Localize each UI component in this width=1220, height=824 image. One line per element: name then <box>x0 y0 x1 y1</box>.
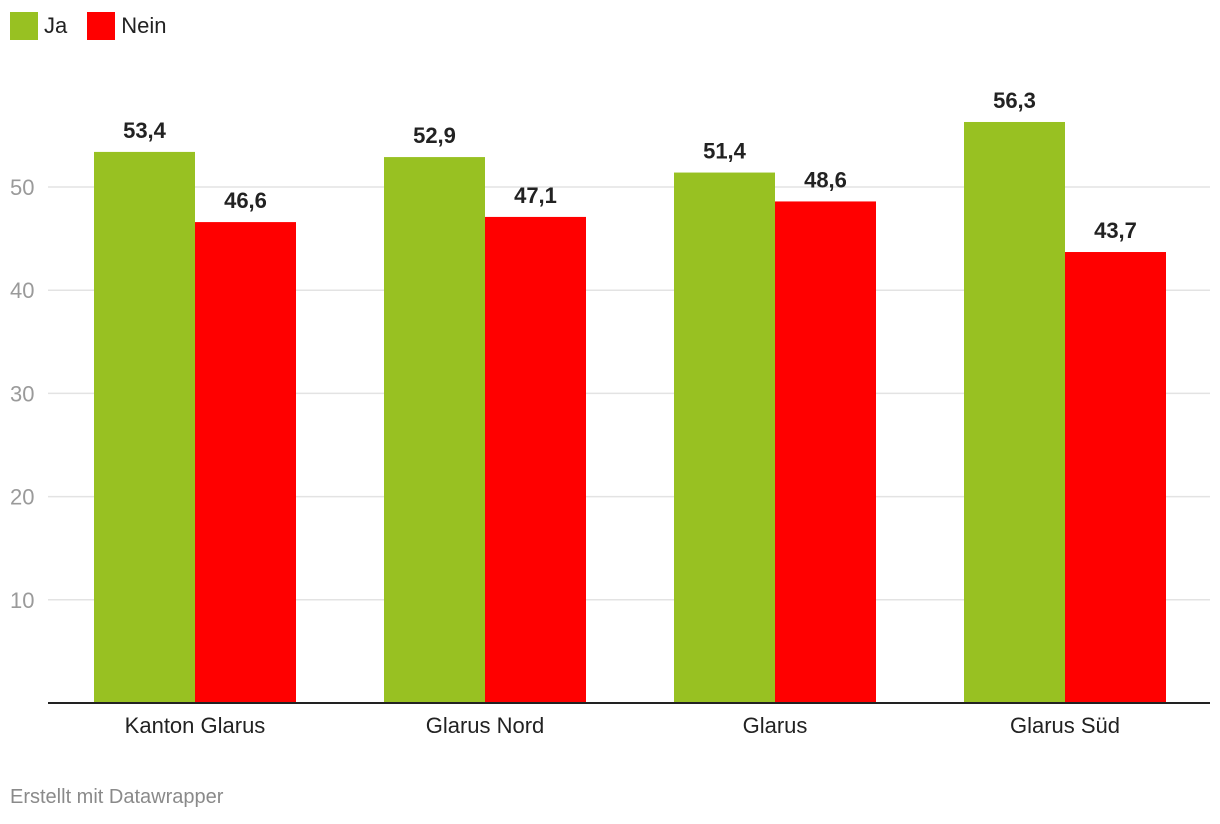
legend: Ja Nein <box>10 12 187 40</box>
legend-swatch-nein <box>87 12 116 40</box>
y-tick-label-20: 20 <box>10 485 34 510</box>
y-tick-label-40: 40 <box>10 278 34 303</box>
data-label-nein-3: 43,7 <box>1094 218 1137 243</box>
x-tick-label-0: Kanton Glarus <box>125 713 266 738</box>
data-label-nein-0: 46,6 <box>224 188 267 213</box>
bar-chart: 10 20 30 40 50 53,4 46,6 Kanton Glarus 52,9 47,1 G… <box>10 88 1210 738</box>
y-tick-label-50: 50 <box>10 175 34 200</box>
data-label-ja-1: 52,9 <box>413 123 456 148</box>
data-label-ja-0: 53,4 <box>123 118 167 143</box>
data-label-nein-2: 48,6 <box>804 167 847 192</box>
footer-credit: Erstellt mit Datawrapper <box>10 786 224 808</box>
bar-nein-2 <box>775 201 876 703</box>
legend-label-nein: Nein <box>121 13 167 38</box>
data-label-nein-1: 47,1 <box>514 183 557 208</box>
legend-item-ja: Ja <box>10 12 67 40</box>
bar-nein-0 <box>195 222 296 703</box>
data-label-ja-3: 56,3 <box>993 88 1036 113</box>
legend-swatch-ja <box>10 12 38 40</box>
x-tick-label-2: Glarus <box>743 713 808 738</box>
bar-ja-1 <box>384 157 485 703</box>
x-tick-label-1: Glarus Nord <box>426 713 545 738</box>
x-tick-label-3: Glarus Süd <box>1010 713 1120 738</box>
bar-ja-3 <box>964 121 1065 703</box>
y-tick-label-10: 10 <box>10 588 34 613</box>
legend-item-nein: Nein <box>87 12 167 40</box>
y-tick-label-30: 30 <box>10 381 34 406</box>
legend-label-ja: Ja <box>44 13 68 38</box>
data-label-ja-2: 51,4 <box>703 139 747 164</box>
bar-nein-1 <box>485 216 586 704</box>
bar-ja-2 <box>674 172 775 703</box>
bar-ja-0 <box>94 151 195 704</box>
bar-nein-3 <box>1065 252 1166 704</box>
